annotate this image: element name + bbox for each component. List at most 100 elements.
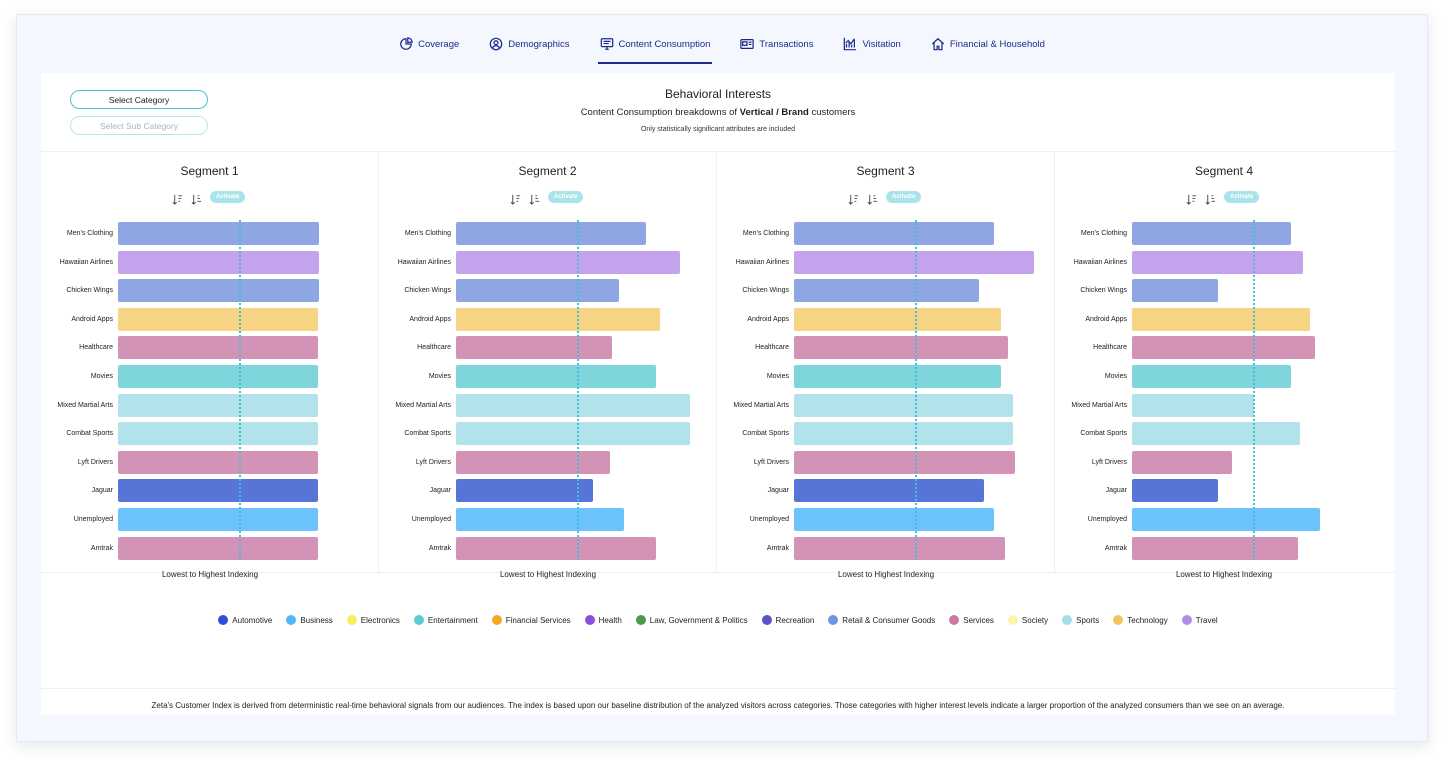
sort-ascending-icon[interactable]	[510, 192, 521, 205]
bar-3-9[interactable]	[794, 450, 1016, 474]
activate-button[interactable]: Activate	[210, 191, 246, 203]
tab-content-consumption[interactable]: Content Consumption	[597, 24, 713, 64]
bar-2-1[interactable]	[456, 222, 646, 245]
legend-item-business[interactable]: Business	[286, 615, 333, 625]
bar-4-12[interactable]	[1132, 536, 1298, 560]
select-category-button[interactable]: Select Category	[70, 90, 208, 109]
select-subcategory-button[interactable]: Select Sub Category	[70, 116, 208, 135]
bar-4-9[interactable]	[1132, 450, 1233, 474]
bar-2-10[interactable]	[456, 479, 593, 503]
tab-transactions[interactable]: Transactions	[738, 24, 815, 64]
legend-item-financial-services[interactable]: Financial Services	[491, 615, 571, 625]
segment-panel-1: Segment 1 Activate Men's Clothing Hawaiian …	[41, 152, 379, 579]
bar-3-10[interactable]	[794, 479, 984, 503]
bar-1-6[interactable]	[118, 365, 318, 388]
bar-2-4[interactable]	[456, 307, 661, 331]
baseline-index-line	[1253, 220, 1255, 560]
legend-swatch	[1062, 615, 1073, 625]
tab-label: Demographics	[508, 38, 570, 50]
bar-2-6[interactable]	[456, 365, 656, 388]
user-icon	[489, 37, 503, 51]
legend-item-health[interactable]: Health	[584, 615, 622, 625]
bar-1-2[interactable]	[118, 250, 319, 274]
bar-4-10[interactable]	[1132, 479, 1218, 503]
legend-item-services[interactable]: Services	[949, 615, 994, 625]
bar-2-3[interactable]	[456, 279, 620, 303]
sort-descending-icon[interactable]	[1205, 192, 1216, 205]
bar-label: Combat Sports	[404, 430, 451, 438]
sort-descending-icon[interactable]	[867, 192, 878, 205]
sort-ascending-icon[interactable]	[172, 192, 183, 205]
bar-2-12[interactable]	[456, 536, 656, 560]
sort-ascending-icon[interactable]	[848, 192, 859, 205]
bar-3-6[interactable]	[794, 365, 1001, 388]
legend-item-sports[interactable]: Sports	[1062, 615, 1099, 625]
legend-item-entertainment[interactable]: Entertainment	[413, 615, 478, 625]
tab-visitation[interactable]: Visitation	[841, 24, 902, 64]
bar-2-2[interactable]	[456, 250, 680, 274]
legend-item-automotive[interactable]: Automotive	[218, 615, 272, 625]
legend-label: Technology	[1127, 615, 1168, 625]
bar-3-8[interactable]	[794, 422, 1013, 446]
bar-3-2[interactable]	[794, 250, 1034, 274]
bar-3-4[interactable]	[794, 307, 1001, 331]
activate-button[interactable]: Activate	[886, 191, 922, 203]
legend-item-technology[interactable]: Technology	[1113, 615, 1168, 625]
bar-4-6[interactable]	[1132, 365, 1291, 388]
sort-descending-icon[interactable]	[191, 192, 202, 205]
legend-item-law-government-politics[interactable]: Law, Government & Politics	[635, 615, 748, 625]
bar-4-7[interactable]	[1132, 393, 1255, 417]
bar-1-4[interactable]	[118, 307, 318, 331]
bar-4-8[interactable]	[1132, 422, 1301, 446]
sort-descending-icon[interactable]	[529, 192, 540, 205]
legend-item-society[interactable]: Society	[1007, 615, 1048, 625]
bar-2-11[interactable]	[456, 508, 625, 531]
bar-1-8[interactable]	[118, 422, 318, 446]
tab-coverage[interactable]: Coverage	[397, 24, 461, 64]
segment-panel-3: Segment 3 Activate Men's Clothing Hawaiian …	[717, 152, 1055, 579]
bar-label: Healthcare	[1093, 344, 1127, 352]
activate-button[interactable]: Activate	[548, 191, 584, 203]
bar-1-10[interactable]	[118, 479, 318, 503]
top-nav: Coverage Demographics Content Consumptio…	[17, 15, 1427, 73]
sort-ascending-icon[interactable]	[1186, 192, 1197, 205]
bar-label: Men's Clothing	[66, 230, 113, 237]
bar-3-11[interactable]	[794, 508, 994, 531]
bar-4-4[interactable]	[1132, 307, 1310, 331]
bar-1-5[interactable]	[118, 336, 318, 360]
bar-label: Hawaiian Airlines	[59, 258, 113, 266]
legend-item-recreation[interactable]: Recreation	[761, 615, 814, 625]
bar-1-9[interactable]	[118, 450, 318, 474]
bar-2-9[interactable]	[456, 450, 610, 474]
bar-3-3[interactable]	[794, 279, 980, 303]
bar-4-5[interactable]	[1132, 336, 1315, 360]
segment-panel-4: Segment 4 Activate Men's Clothing Hawaiian …	[1055, 152, 1393, 579]
bar-3-5[interactable]	[794, 336, 1009, 360]
tab-demographics[interactable]: Demographics	[487, 24, 571, 64]
page-title: Behavioral Interests	[664, 87, 772, 101]
bar-1-11[interactable]	[118, 508, 318, 531]
bar-1-3[interactable]	[118, 279, 319, 303]
bar-1-12[interactable]	[118, 536, 318, 560]
legend-item-electronics[interactable]: Electronics	[346, 615, 400, 625]
bar-3-12[interactable]	[794, 536, 1005, 560]
bar-2-5[interactable]	[456, 336, 613, 360]
bar-4-2[interactable]	[1132, 250, 1303, 274]
bar-4-11[interactable]	[1132, 508, 1320, 531]
bar-label: Jaguar	[767, 487, 789, 495]
bar-2-7[interactable]	[456, 393, 690, 417]
bar-3-7[interactable]	[794, 393, 1013, 417]
legend-item-travel[interactable]: Travel	[1181, 615, 1218, 625]
activate-button[interactable]: Activate	[1224, 191, 1260, 203]
tab-financial-household[interactable]: Financial & Household	[929, 24, 1047, 64]
content-panel: Select Category Select Sub Category Beha…	[41, 73, 1395, 715]
bar-3-1[interactable]	[794, 222, 994, 245]
bar-4-1[interactable]	[1132, 222, 1291, 245]
bar-1-1[interactable]	[118, 222, 319, 245]
bar-label: Hawaiian Airlines	[397, 258, 451, 266]
bar-4-3[interactable]	[1132, 279, 1218, 303]
bar-2-8[interactable]	[456, 422, 690, 446]
bar-label: Hawaiian Airlines	[1073, 258, 1127, 266]
bar-1-7[interactable]	[118, 393, 318, 417]
legend-item-retail-consumer-goods[interactable]: Retail & Consumer Goods	[828, 615, 935, 625]
